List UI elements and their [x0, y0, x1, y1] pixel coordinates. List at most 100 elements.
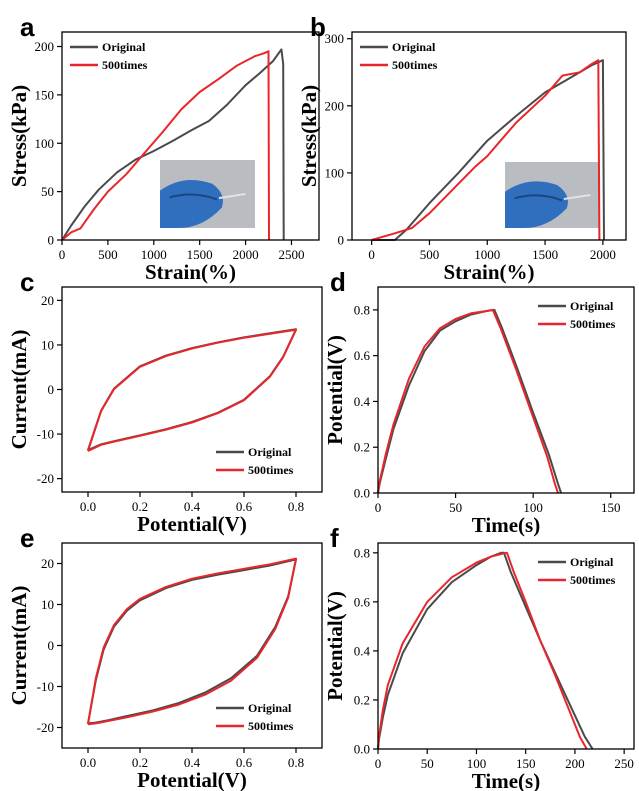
y-tick-label: 0.2 [354, 440, 370, 455]
y-tick-label: 0.6 [354, 348, 371, 363]
panel-letter: b [310, 12, 326, 42]
panel-e: e 0.0 0.2 0.4 0.6 0.8 -20 -10 0 10 20 Potential(V) C… [7, 523, 323, 791]
y-tick-label: 0.4 [354, 394, 371, 409]
plot-frame [61, 542, 323, 749]
legend-label-original: Original [392, 40, 436, 54]
legend: Original 500times [216, 701, 294, 733]
plot-frame [377, 286, 635, 494]
x-tick-label: 50 [421, 756, 434, 771]
y-tick-label: 150 [35, 87, 55, 102]
x-tick-label: 250 [614, 756, 634, 771]
legend-label-original: Original [248, 445, 292, 459]
y-tick-label: 20 [41, 556, 54, 571]
legend-label-500times: 500times [102, 58, 148, 72]
plot-frame [351, 31, 627, 241]
x-tick-label: 1000 [474, 247, 500, 262]
x-tick-label: 150 [601, 500, 621, 515]
y-tick-label: 200 [325, 98, 345, 113]
x-tick-label: 0.8 [288, 499, 304, 514]
x-axis-title: Time(s) [472, 513, 540, 537]
inset-photo [160, 160, 255, 228]
series-line-500times [377, 551, 588, 750]
x-axis-title: Potential(V) [137, 768, 247, 791]
x-tick-label: 500 [420, 247, 440, 262]
series-line-original [371, 59, 605, 241]
x-tick-label: 0.2 [132, 499, 148, 514]
legend-label-original: Original [570, 555, 614, 569]
fiber-sample [218, 193, 246, 200]
x-tick-label: 2000 [233, 247, 259, 262]
x-axis-title: Strain(%) [444, 260, 535, 284]
legend-label-500times: 500times [248, 463, 294, 477]
panel-letter: c [20, 267, 34, 297]
legend: Original 500times [216, 445, 294, 477]
x-tick-label: 100 [523, 500, 543, 515]
series-line-original [87, 328, 297, 452]
y-tick-label: 0.2 [354, 692, 370, 707]
x-tick-label: 0.8 [288, 755, 304, 770]
x-tick-label: 2000 [590, 247, 616, 262]
panel-letter: d [330, 267, 346, 297]
y-tick-label: 0 [338, 233, 345, 248]
y-tick-label: -10 [37, 679, 54, 694]
fiber-sample [563, 194, 591, 200]
x-tick-label: 0 [375, 500, 382, 515]
legend: Original 500times [360, 40, 438, 72]
legend-label-original: Original [570, 299, 614, 313]
y-tick-label: 10 [41, 337, 54, 352]
x-tick-label: 0 [375, 756, 382, 771]
y-tick-label: 0.0 [354, 742, 370, 757]
y-tick-label: 0.8 [354, 545, 370, 560]
series-line-500times [377, 308, 559, 494]
glove-fold [169, 193, 218, 201]
series-line-original [377, 308, 563, 494]
legend-label-500times: 500times [392, 58, 438, 72]
panel-d: d 0 50 100 150 0.0 0.2 0.4 0.6 0.8 Time(s) Potentia… [323, 267, 635, 537]
legend-label-500times: 500times [570, 573, 616, 587]
y-tick-label: 10 [41, 597, 54, 612]
y-axis-title: Stress(kPa) [7, 85, 31, 187]
x-tick-label: 0 [59, 247, 66, 262]
x-tick-label: 0 [368, 247, 375, 262]
x-tick-label: 100 [467, 756, 487, 771]
series-line-500times [87, 557, 297, 726]
panel-f: f 0 50 100 150 200 250 0.0 0.2 0.4 0.6 0.8 Time(s) Po… [323, 523, 635, 791]
x-tick-label: 0.0 [80, 755, 96, 770]
series-line-original [61, 48, 285, 241]
x-tick-label: 0.0 [80, 499, 96, 514]
y-tick-label: 20 [41, 293, 54, 308]
y-axis-title: Current(mA) [7, 586, 31, 706]
x-tick-label: 0.6 [236, 499, 253, 514]
panel-a: a 0 500 1000 1500 2000 2500 0 50 100 150 200 Strain(… [7, 12, 320, 284]
legend-label-500times: 500times [570, 317, 616, 331]
x-tick-label: 500 [98, 247, 118, 262]
x-axis-title: Strain(%) [145, 260, 236, 284]
x-tick-label: 1500 [187, 247, 213, 262]
y-tick-label: 0 [48, 382, 55, 397]
x-tick-label: 0.4 [184, 499, 201, 514]
x-tick-label: 0.6 [236, 755, 253, 770]
plot-frame [377, 542, 635, 750]
series-line-500times [371, 59, 601, 241]
panel-letter: a [20, 12, 35, 42]
y-tick-label: 0 [48, 233, 55, 248]
y-axis-title: Current(mA) [7, 330, 31, 450]
x-tick-label: 2500 [278, 247, 304, 262]
y-tick-label: 100 [325, 165, 345, 180]
x-tick-label: 1000 [141, 247, 167, 262]
x-tick-label: 150 [516, 756, 536, 771]
panel-letter: e [20, 523, 34, 553]
y-tick-label: -20 [37, 471, 54, 486]
x-axis-title: Potential(V) [137, 512, 247, 536]
y-axis-title: Potential(V) [323, 591, 347, 701]
y-tick-label: 0.6 [354, 594, 371, 609]
y-tick-label: 0.4 [354, 643, 371, 658]
series-line-500times [61, 50, 270, 241]
legend: Original 500times [538, 299, 616, 331]
x-tick-label: 50 [449, 500, 462, 515]
y-tick-label: 100 [35, 136, 55, 151]
inset-photo [505, 162, 600, 228]
legend-label-original: Original [248, 701, 292, 715]
y-tick-label: 0.0 [354, 486, 370, 501]
